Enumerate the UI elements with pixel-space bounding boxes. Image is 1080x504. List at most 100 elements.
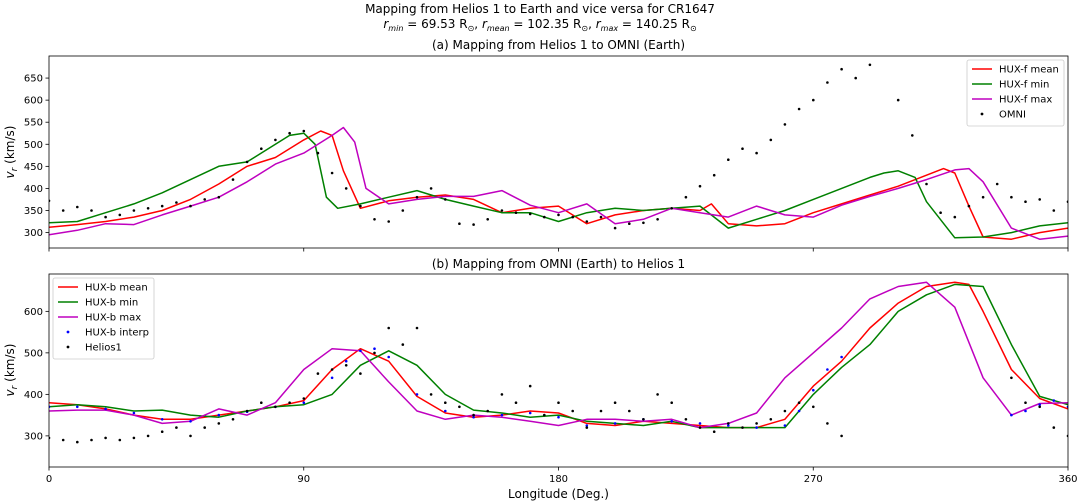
point-omni	[203, 198, 206, 201]
point-helios1	[712, 430, 716, 434]
legend-label: OMNI	[999, 110, 1026, 121]
point-omni	[613, 226, 617, 230]
series-hux-b-mean	[49, 281, 1068, 429]
point-helios1	[585, 426, 589, 429]
sun-symbol-2: ⊙	[581, 24, 588, 33]
point-hux-b-interp	[727, 424, 730, 427]
point-helios1	[118, 438, 122, 442]
point-helios1	[727, 422, 730, 425]
point-omni	[500, 209, 504, 212]
point-omni	[656, 218, 659, 221]
point-omni	[557, 213, 560, 217]
point-omni	[486, 218, 490, 221]
point-omni	[783, 123, 787, 126]
point-omni	[1052, 209, 1056, 212]
rmax-symbol: r	[596, 17, 602, 31]
y-tick-label: 600	[24, 96, 43, 107]
point-helios1	[288, 401, 291, 405]
point-helios1	[330, 368, 334, 371]
rmin-symbol: r	[383, 17, 389, 31]
panel-b-ylabel-symbol: v	[3, 388, 17, 396]
point-omni	[840, 67, 843, 71]
legend-entry: HUX-f min	[972, 80, 1049, 91]
point-hux-b-interp	[302, 401, 306, 405]
panel-a-legend: HUX-f mean HUX-f min HUX-f max OMNI	[966, 59, 1065, 127]
point-hux-b-interp	[472, 415, 475, 419]
panel-a-plot-area	[49, 63, 1068, 240]
sun-symbol-1: ⊙	[468, 24, 475, 33]
y-tick-label: 450	[24, 162, 43, 173]
panel-a-ylabel-subscript: r	[10, 166, 20, 171]
point-hux-b-interp	[76, 405, 79, 409]
point-omni	[712, 173, 716, 177]
rmax-value: = 140.25 R	[618, 17, 690, 31]
point-hux-b-interp	[585, 424, 589, 427]
point-helios1	[104, 436, 107, 440]
legend-swatch	[980, 112, 984, 116]
x-tick-label: 0	[46, 474, 52, 485]
point-hux-b-interp	[104, 407, 107, 411]
point-helios1	[571, 409, 574, 413]
point-hux-b-interp	[1038, 403, 1041, 407]
point-helios1	[203, 426, 206, 429]
point-omni	[415, 195, 419, 199]
point-hux-b-interp	[330, 376, 334, 380]
point-omni	[967, 204, 971, 208]
point-omni	[330, 171, 334, 175]
legend-label: HUX-f min	[999, 80, 1049, 91]
point-omni	[175, 201, 178, 204]
figure-suptitle: Mapping from Helios 1 to Earth and vice …	[365, 2, 715, 16]
legend-box	[966, 59, 1065, 127]
point-hux-b-interp	[387, 355, 391, 359]
point-hux-b-interp	[359, 349, 362, 353]
point-omni	[628, 222, 631, 225]
series-hux-b-max	[49, 281, 1068, 429]
point-helios1	[797, 401, 801, 405]
point-omni	[146, 207, 150, 210]
legend-entry: Helios1	[66, 343, 122, 354]
point-omni	[670, 207, 673, 210]
panel-b-ylabel: vr (km/s)	[3, 344, 20, 397]
point-hux-b-interp	[1052, 399, 1056, 402]
separator-2: ,	[588, 17, 596, 31]
point-helios1	[783, 409, 787, 413]
panel-a-x-ticks	[48, 248, 1069, 252]
point-hux-b-interp	[217, 413, 221, 417]
point-omni	[274, 138, 277, 142]
y-tick-label: 300	[24, 228, 43, 239]
legend-label: HUX-b mean	[85, 283, 148, 294]
point-omni	[132, 209, 136, 212]
point-omni	[571, 215, 574, 219]
point-omni	[76, 205, 79, 209]
legend-label: HUX-b min	[85, 298, 138, 309]
point-omni	[231, 178, 235, 181]
point-omni	[217, 195, 221, 199]
y-tick-label: 400	[24, 390, 43, 401]
point-omni	[260, 147, 263, 150]
point-omni	[953, 215, 957, 219]
point-omni	[288, 131, 291, 135]
line-hux-b-max	[49, 281, 1068, 429]
x-tick-label: 360	[1058, 474, 1077, 485]
panel-b-ylabel-unit: (km/s)	[3, 344, 17, 386]
series-hux-f-max	[49, 126, 1068, 240]
panel-b: (b) Mapping from OMNI (Earth) to Helios …	[3, 257, 1078, 485]
point-omni	[727, 158, 730, 161]
point-omni	[189, 204, 192, 208]
point-omni	[344, 187, 348, 190]
point-helios1	[472, 413, 475, 417]
point-helios1	[812, 405, 815, 409]
line-hux-f-mean	[49, 130, 1068, 240]
sun-symbol-3: ⊙	[690, 24, 697, 33]
point-omni	[458, 222, 461, 225]
point-omni	[911, 134, 914, 137]
panel-a-y-ticks: 300 350 400 450 500 550 600 650	[24, 74, 49, 239]
point-omni	[741, 147, 744, 150]
panel-b-plot-area	[49, 281, 1068, 444]
panel-a-title: (a) Mapping from Helios 1 to OMNI (Earth…	[432, 38, 685, 52]
legend-swatch	[66, 330, 70, 334]
point-helios1	[429, 393, 433, 396]
point-omni	[61, 209, 65, 212]
point-helios1	[486, 409, 490, 413]
point-helios1	[599, 409, 603, 413]
